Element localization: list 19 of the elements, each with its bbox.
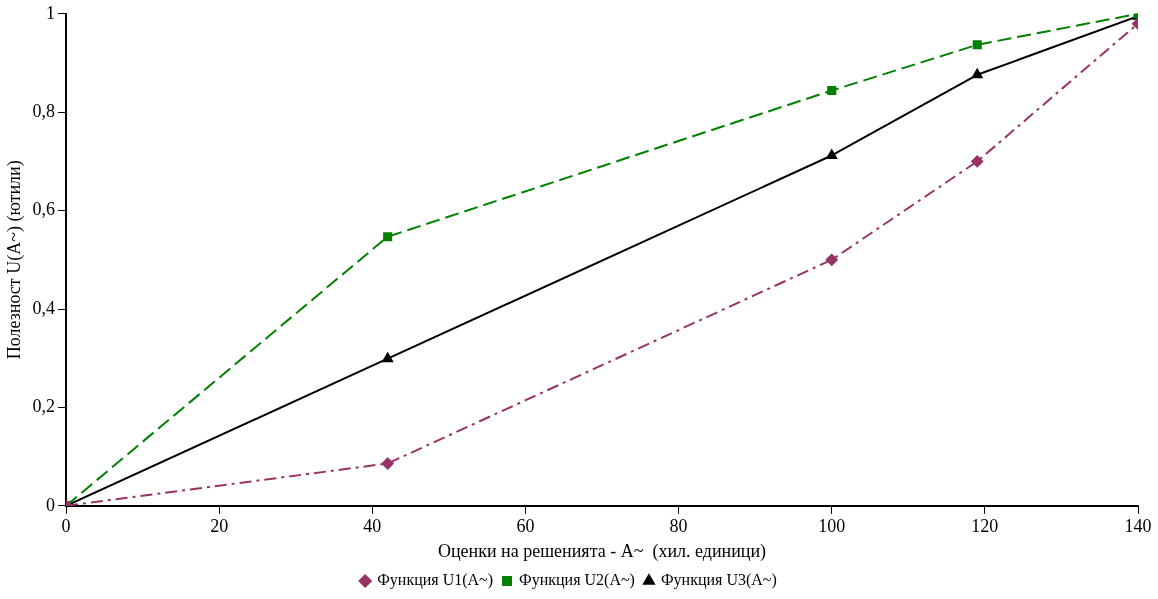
legend-label: Функция U2(A~)	[519, 571, 635, 590]
y-tick-label: 0	[46, 494, 56, 515]
y-tick-label: 1	[46, 2, 56, 23]
y-tick-label: 0,6	[32, 199, 56, 220]
x-tick-label: 40	[363, 516, 382, 537]
legend-label: Функция U3(A~)	[660, 571, 777, 590]
y-axis-title: Полезност U(A~) (ютили)	[3, 160, 25, 360]
x-tick-label: 100	[818, 516, 846, 537]
y-tick-label: 0,4	[32, 297, 56, 318]
y-tick-label: 0,8	[32, 100, 56, 121]
x-tick-label: 20	[210, 516, 229, 537]
legend-label: Функция U1(A~)	[377, 571, 494, 590]
x-tick-label: 140	[1124, 516, 1152, 537]
x-tick-label: 60	[516, 516, 535, 537]
x-tick-label: 120	[971, 516, 999, 537]
x-tick-label: 80	[669, 516, 688, 537]
y-tick-label: 0,2	[32, 396, 56, 417]
x-tick-label: 0	[61, 516, 71, 537]
x-axis-title: Оценки на решенията - А~ (хил. единици)	[437, 540, 767, 562]
